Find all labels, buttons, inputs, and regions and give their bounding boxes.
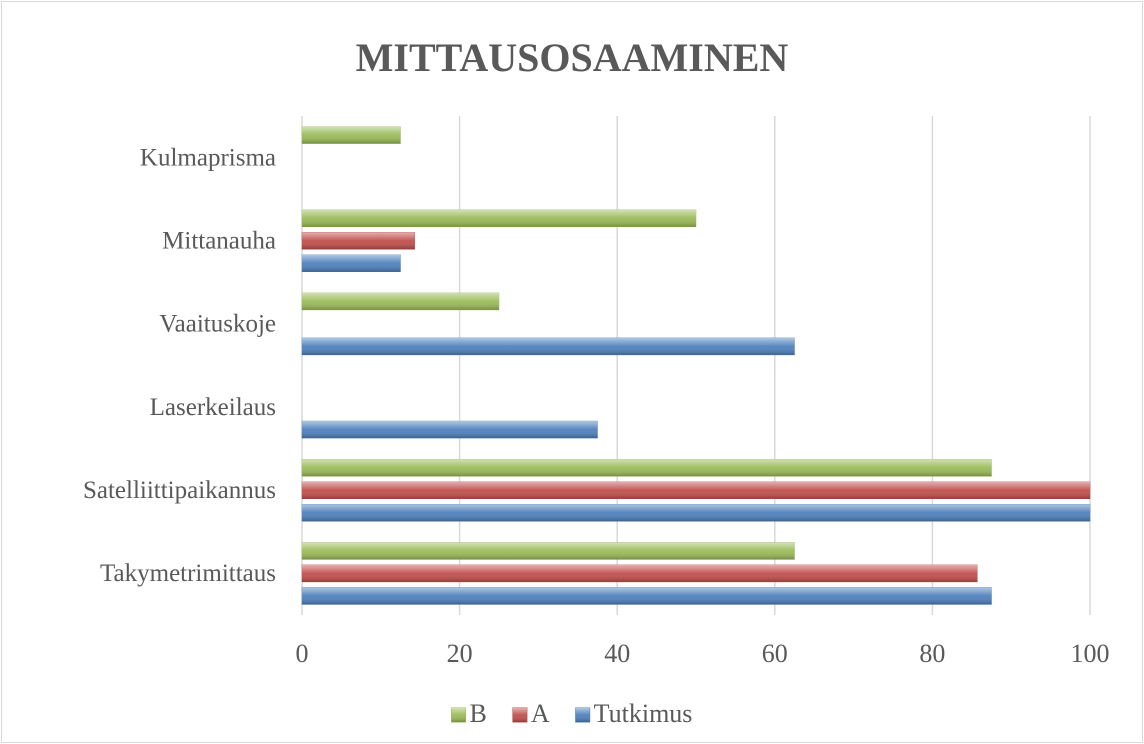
x-tick-label: 40 <box>604 639 630 668</box>
y-tick-label: Mittanauha <box>162 227 276 254</box>
y-tick-label: Kulmaprisma <box>140 144 276 171</box>
bar-shine <box>302 232 415 250</box>
bar-shine <box>302 564 978 582</box>
y-tick-label: Vaaituskoje <box>159 311 276 338</box>
x-tick-label: 80 <box>919 639 945 668</box>
bar-shine <box>302 292 499 310</box>
bar-shine <box>302 587 992 605</box>
bar-shine <box>302 459 992 477</box>
legend-swatch-shine <box>451 708 466 722</box>
bar-shine <box>302 254 401 272</box>
legend-swatch-shine <box>512 708 527 722</box>
y-tick-label: Takymetrimittaus <box>100 560 276 587</box>
bar-shine <box>302 337 795 355</box>
y-tick-label: Satelliittipaikannus <box>83 477 276 504</box>
legend-label: Tutkimus <box>594 699 693 728</box>
x-tick-label: 20 <box>447 639 473 668</box>
bar-shine <box>302 481 1090 499</box>
legend-label: A <box>531 699 550 728</box>
bar-shine <box>302 209 696 227</box>
x-tick-label: 60 <box>762 639 788 668</box>
chart-title: MITTAUSOSAAMINEN <box>356 35 789 80</box>
bar-shine <box>302 504 1090 522</box>
x-tick-label: 100 <box>1071 639 1110 668</box>
legend-label: B <box>470 699 487 728</box>
bar-shine <box>302 126 401 144</box>
bar-shine <box>302 542 795 560</box>
y-tick-label: Laserkeilaus <box>150 394 276 421</box>
x-tick-label: 0 <box>296 639 309 668</box>
bar-shine <box>302 421 598 439</box>
legend-swatch-shine <box>575 708 590 722</box>
